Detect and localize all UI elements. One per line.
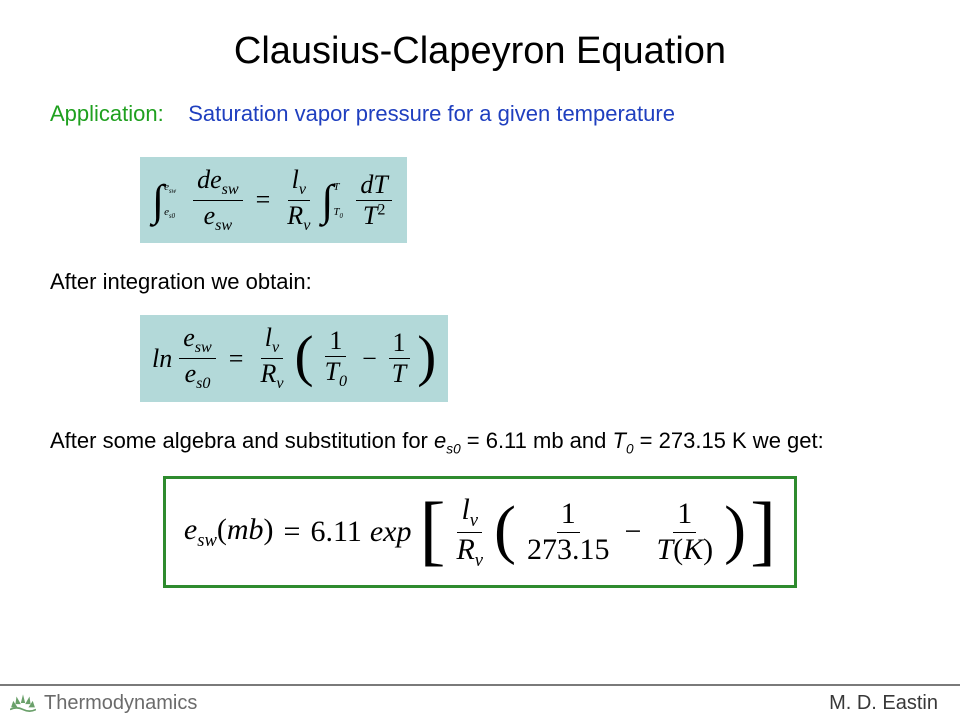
equation-2-row: ln esw es0 = lv Rv ( 1 T0 − 1 T <box>50 315 910 401</box>
footer-left-text: Thermodynamics <box>44 692 197 715</box>
equation-3-row: esw(mb) = 6.11 exp [ lv Rv ( 1 273.15 − … <box>50 476 910 588</box>
equation-1: ∫ esw es0 desw esw = lv Rv ∫ T T0 <box>152 165 395 235</box>
equation-1-row: ∫ esw es0 desw esw = lv Rv ∫ T T0 <box>50 157 910 243</box>
slide-title: Clausius-Clapeyron Equation <box>50 30 910 73</box>
footer-right-text: M. D. Eastin <box>829 692 938 715</box>
es0-val: = 6.11 mb and <box>461 428 613 453</box>
es0-sub: s0 <box>446 441 460 456</box>
equation-2-box: ln esw es0 = lv Rv ( 1 T0 − 1 T <box>140 315 448 401</box>
t0-val: = 273.15 K we get: <box>634 428 824 453</box>
equation-2: ln esw es0 = lv Rv ( 1 T0 − 1 T <box>152 323 436 393</box>
after-algebra-pre: After some algebra and substitution for <box>50 428 434 453</box>
application-subtitle: Saturation vapor pressure for a given te… <box>188 101 675 126</box>
t0-sub: 0 <box>626 441 634 456</box>
slide-footer: Thermodynamics M. D. Eastin <box>0 684 960 720</box>
equation-3: esw(mb) = 6.11 exp [ lv Rv ( 1 273.15 − … <box>184 493 776 571</box>
after-integration-text: After integration we obtain: <box>50 269 910 295</box>
t0-sym: T <box>613 428 626 453</box>
after-algebra-text: After some algebra and substitution for … <box>50 428 910 456</box>
es0-sym: e <box>434 428 446 453</box>
logo-icon <box>10 691 36 715</box>
application-label: Application: <box>50 101 164 126</box>
equation-3-box: esw(mb) = 6.11 exp [ lv Rv ( 1 273.15 − … <box>163 476 797 588</box>
eq3-const: 6.11 <box>310 515 361 549</box>
eq3-p1-den: 273.15 <box>523 533 614 568</box>
application-line: Application: Saturation vapor pressure f… <box>50 101 910 127</box>
equation-1-box: ∫ esw es0 desw esw = lv Rv ∫ T T0 <box>140 157 407 243</box>
